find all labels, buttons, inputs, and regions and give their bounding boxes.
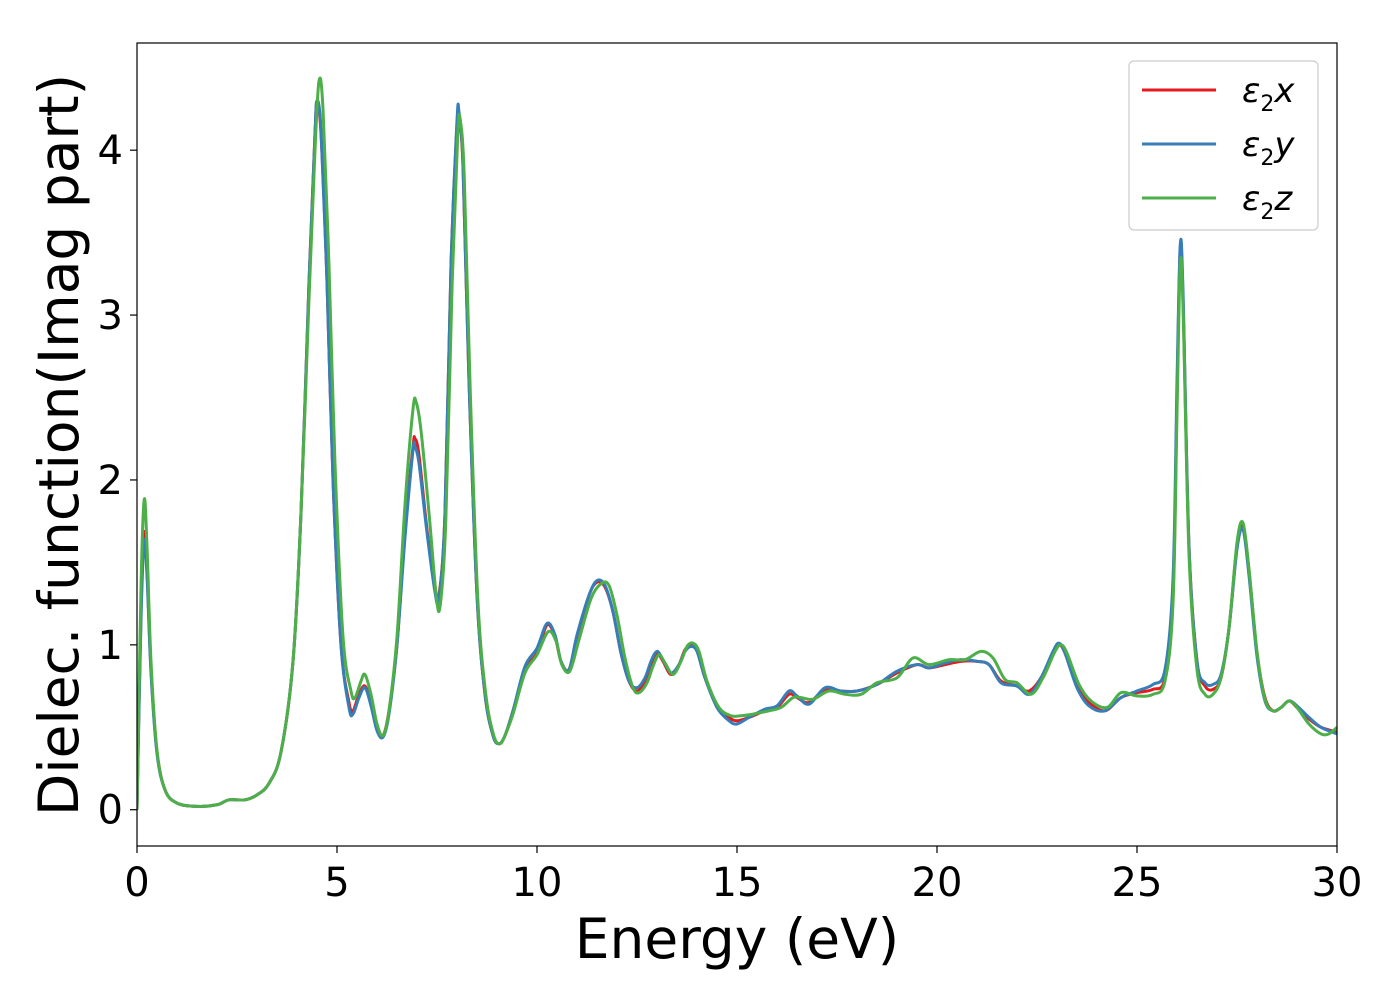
plot-area: [137, 76, 1337, 810]
x-axis-label: Energy (eV): [575, 907, 899, 971]
series-line-z: [137, 76, 1337, 810]
x-tick-label: 0: [124, 860, 149, 906]
legend-box: [1128, 60, 1319, 231]
y-tick-label: 0: [98, 788, 123, 834]
y-tick-label: 2: [98, 458, 123, 504]
legend-label-y: ε2y: [1242, 125, 1295, 171]
y-tick-label: 4: [98, 128, 123, 174]
plot-frame: [136, 42, 1338, 847]
legend-label-z: ε2z: [1242, 179, 1293, 225]
x-tick-label: 25: [1112, 860, 1163, 906]
x-tick-label: 10: [512, 860, 563, 906]
legend-label-x: ε2x: [1242, 71, 1295, 117]
x-tick-label: 30: [1312, 860, 1363, 906]
y-axis-ticks: 0 1 2 3 4: [98, 128, 137, 834]
y-tick-label: 3: [98, 293, 123, 339]
y-axis-label: Dielec. function(Imag part): [27, 74, 91, 816]
y-tick-label: 1: [98, 623, 123, 669]
x-tick-label: 5: [324, 860, 349, 906]
x-axis-ticks: 0 5 10 15 20 25 30: [124, 846, 1362, 906]
x-tick-label: 20: [912, 860, 963, 906]
legend: ε2x ε2y ε2z: [1128, 60, 1319, 231]
x-tick-label: 15: [712, 860, 763, 906]
